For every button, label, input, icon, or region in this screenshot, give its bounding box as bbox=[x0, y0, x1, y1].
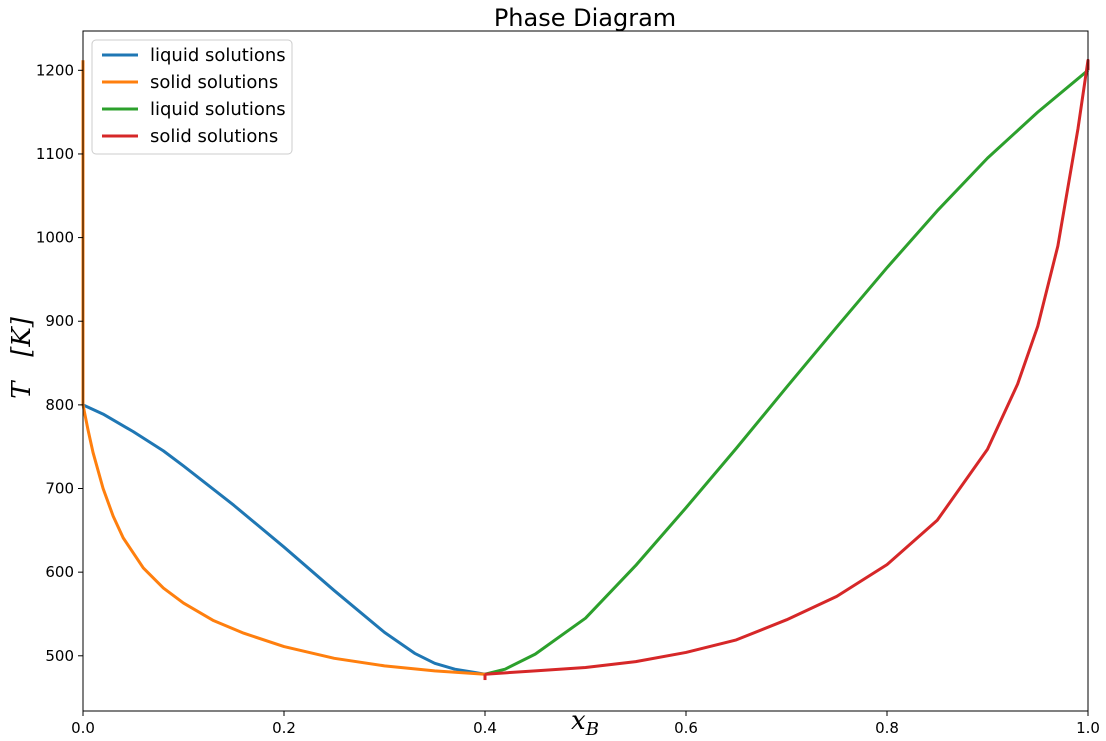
y-tick-label: 900 bbox=[45, 312, 74, 330]
y-axis-label: T [K] bbox=[7, 316, 37, 399]
y-tick-label: 700 bbox=[45, 480, 74, 498]
legend-label-3: liquid solutions bbox=[150, 99, 286, 120]
x-tick-label: 0.4 bbox=[473, 719, 497, 737]
series-line-4 bbox=[484, 58, 1090, 676]
x-axis-label: xB bbox=[571, 706, 599, 740]
x-tick-label: 0.8 bbox=[875, 719, 899, 737]
y-tick-label: 1100 bbox=[36, 145, 74, 163]
y-tick-label: 500 bbox=[45, 647, 74, 665]
x-axis-label-main: x bbox=[571, 706, 586, 736]
y-axis-ticks: 500 600 700 800 900 1000 1100 1200 bbox=[36, 61, 83, 665]
y-tick-label: 1200 bbox=[36, 61, 74, 79]
y-tick-label: 1000 bbox=[36, 229, 74, 247]
chart-title: Phase Diagram bbox=[494, 4, 676, 32]
x-tick-label: 0.6 bbox=[674, 719, 698, 737]
x-axis-ticks: 0.0 0.2 0.4 0.6 0.8 1.0 bbox=[71, 711, 1100, 737]
plot-frame bbox=[82, 30, 1089, 712]
series-line-2 bbox=[81, 60, 486, 676]
x-tick-label: 0.2 bbox=[272, 719, 296, 737]
legend-label-4: solid solutions bbox=[150, 126, 278, 147]
series-line-1 bbox=[82, 403, 486, 676]
legend-label-1: liquid solutions bbox=[150, 45, 286, 66]
x-tick-label: 0.0 bbox=[71, 719, 95, 737]
curves-layer bbox=[81, 58, 1090, 676]
series-line-3 bbox=[484, 69, 1089, 676]
legend-label-2: solid solutions bbox=[150, 72, 278, 93]
x-tick-label: 1.0 bbox=[1076, 719, 1100, 737]
y-tick-label: 600 bbox=[45, 563, 74, 581]
y-tick-label: 800 bbox=[45, 396, 74, 414]
legend: liquid solutions solid solutions liquid so… bbox=[91, 39, 293, 155]
x-axis-label-subscript: B bbox=[585, 719, 599, 740]
legend-box bbox=[91, 39, 293, 155]
